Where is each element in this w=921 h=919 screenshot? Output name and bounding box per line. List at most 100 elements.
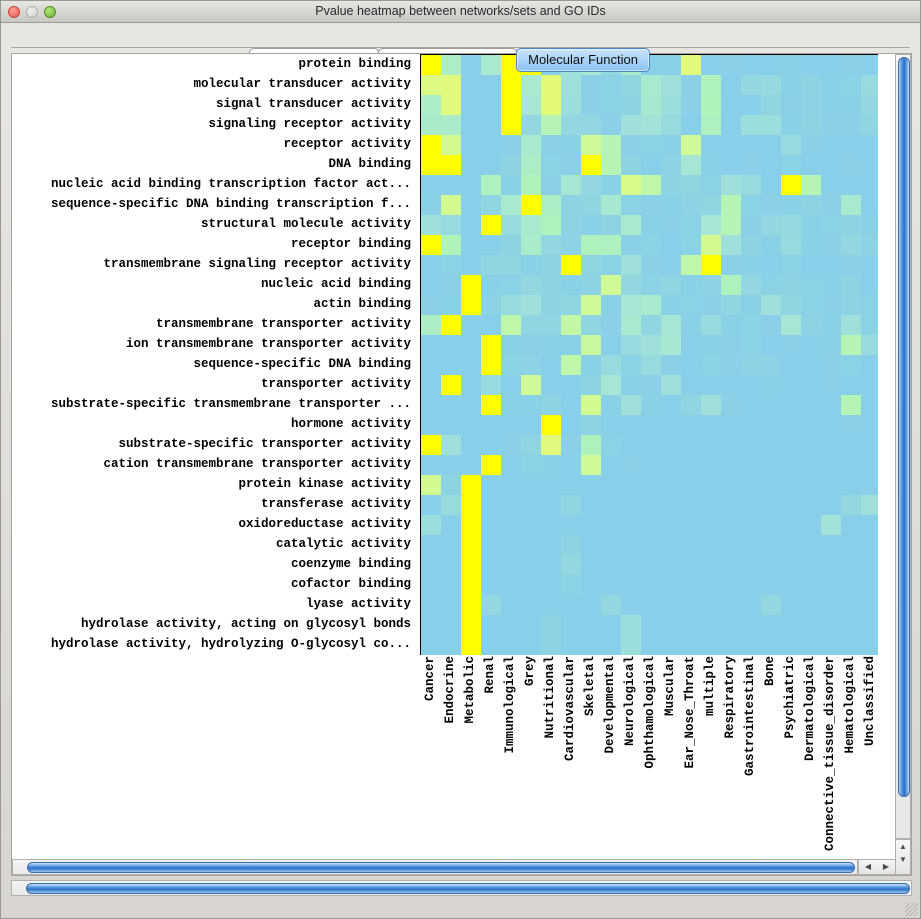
heatmap-cell[interactable]: [781, 295, 801, 315]
heatmap-cell[interactable]: [661, 415, 681, 435]
heatmap-cell[interactable]: [861, 595, 878, 615]
heatmap-cell[interactable]: [501, 495, 521, 515]
heatmap-cell[interactable]: [501, 295, 521, 315]
heatmap-cell[interactable]: [521, 215, 541, 235]
heatmap-cell[interactable]: [461, 415, 481, 435]
heatmap-cell[interactable]: [421, 635, 441, 655]
heatmap-cell[interactable]: [521, 575, 541, 595]
heatmap-cell[interactable]: [541, 595, 561, 615]
heatmap-cell[interactable]: [561, 335, 581, 355]
heatmap-cell[interactable]: [501, 635, 521, 655]
heatmap-cell[interactable]: [661, 635, 681, 655]
heatmap-cell[interactable]: [481, 435, 501, 455]
heatmap-cell[interactable]: [421, 475, 441, 495]
heatmap-cell[interactable]: [701, 375, 721, 395]
heatmap-cell[interactable]: [781, 455, 801, 475]
heatmap-cell[interactable]: [821, 215, 841, 235]
heatmap-cell[interactable]: [521, 475, 541, 495]
heatmap-cell[interactable]: [801, 535, 821, 555]
heatmap-cell[interactable]: [781, 335, 801, 355]
heatmap-cell[interactable]: [681, 315, 701, 335]
heatmap-cell[interactable]: [461, 195, 481, 215]
heatmap-cell[interactable]: [741, 95, 761, 115]
heatmap-cell[interactable]: [541, 75, 561, 95]
heatmap-cell[interactable]: [821, 255, 841, 275]
heatmap-cell[interactable]: [481, 515, 501, 535]
heatmap-cell[interactable]: [541, 555, 561, 575]
heatmap-cell[interactable]: [761, 135, 781, 155]
heatmap-cell[interactable]: [561, 75, 581, 95]
heatmap-cell[interactable]: [541, 535, 561, 555]
heatmap-cell[interactable]: [761, 515, 781, 535]
heatmap-cell[interactable]: [521, 235, 541, 255]
heatmap-cell[interactable]: [421, 235, 441, 255]
heatmap-cell[interactable]: [641, 595, 661, 615]
heatmap-cell[interactable]: [501, 255, 521, 275]
heatmap-cell[interactable]: [781, 95, 801, 115]
heatmap-cell[interactable]: [561, 515, 581, 535]
heatmap-cell[interactable]: [581, 435, 601, 455]
heatmap-cell[interactable]: [441, 615, 461, 635]
heatmap-cell[interactable]: [841, 315, 861, 335]
heatmap-cell[interactable]: [521, 555, 541, 575]
heatmap-cell[interactable]: [821, 95, 841, 115]
heatmap-cell[interactable]: [641, 555, 661, 575]
heatmap-cell[interactable]: [461, 455, 481, 475]
minimize-button[interactable]: [26, 6, 38, 18]
heatmap-cell[interactable]: [801, 415, 821, 435]
heatmap-cell[interactable]: [541, 255, 561, 275]
heatmap-cell[interactable]: [461, 275, 481, 295]
heatmap-cell[interactable]: [681, 75, 701, 95]
heatmap-cell[interactable]: [721, 155, 741, 175]
heatmap-cell[interactable]: [841, 375, 861, 395]
heatmap-cell[interactable]: [441, 195, 461, 215]
heatmap-cell[interactable]: [601, 475, 621, 495]
heatmap-cell[interactable]: [741, 115, 761, 135]
heatmap-cell[interactable]: [681, 415, 701, 435]
heatmap-cell[interactable]: [641, 235, 661, 255]
heatmap-cell[interactable]: [601, 95, 621, 115]
heatmap-cell[interactable]: [741, 355, 761, 375]
heatmap-cell[interactable]: [521, 495, 541, 515]
heatmap-cell[interactable]: [461, 155, 481, 175]
heatmap-cell[interactable]: [661, 195, 681, 215]
heatmap-cell[interactable]: [721, 75, 741, 95]
heatmap-cell[interactable]: [721, 295, 741, 315]
resize-grip[interactable]: [905, 903, 918, 916]
tab-molecular-function[interactable]: Molecular Function: [516, 48, 650, 72]
vertical-scrollbar[interactable]: [895, 54, 911, 839]
heatmap-cell[interactable]: [461, 335, 481, 355]
heatmap-cell[interactable]: [661, 295, 681, 315]
heatmap-cell[interactable]: [621, 275, 641, 295]
heatmap-cell[interactable]: [661, 375, 681, 395]
heatmap-cell[interactable]: [421, 435, 441, 455]
heatmap-cell[interactable]: [621, 435, 641, 455]
heatmap-cell[interactable]: [701, 95, 721, 115]
heatmap-cell[interactable]: [561, 615, 581, 635]
heatmap-cell[interactable]: [501, 475, 521, 495]
heatmap-cell[interactable]: [561, 175, 581, 195]
heatmap-cell[interactable]: [561, 575, 581, 595]
heatmap-cell[interactable]: [721, 275, 741, 295]
horizontal-scrollbar-buttons[interactable]: ◀ ▶: [858, 859, 896, 875]
heatmap-cell[interactable]: [781, 435, 801, 455]
heatmap-cell[interactable]: [701, 635, 721, 655]
heatmap-cell[interactable]: [481, 155, 501, 175]
heatmap-cell[interactable]: [641, 435, 661, 455]
heatmap-cell[interactable]: [581, 515, 601, 535]
heatmap-cell[interactable]: [641, 195, 661, 215]
heatmap-cell[interactable]: [481, 295, 501, 315]
heatmap-cell[interactable]: [441, 315, 461, 335]
heatmap-cell[interactable]: [561, 115, 581, 135]
heatmap-cell[interactable]: [861, 295, 878, 315]
heatmap-cell[interactable]: [621, 255, 641, 275]
heatmap-cell[interactable]: [861, 415, 878, 435]
heatmap-cell[interactable]: [581, 615, 601, 635]
heatmap-cell[interactable]: [481, 635, 501, 655]
heatmap-cell[interactable]: [801, 115, 821, 135]
heatmap-cell[interactable]: [421, 255, 441, 275]
heatmap-cell[interactable]: [541, 375, 561, 395]
heatmap-cell[interactable]: [601, 115, 621, 135]
heatmap-cell[interactable]: [501, 535, 521, 555]
heatmap-cell[interactable]: [841, 435, 861, 455]
